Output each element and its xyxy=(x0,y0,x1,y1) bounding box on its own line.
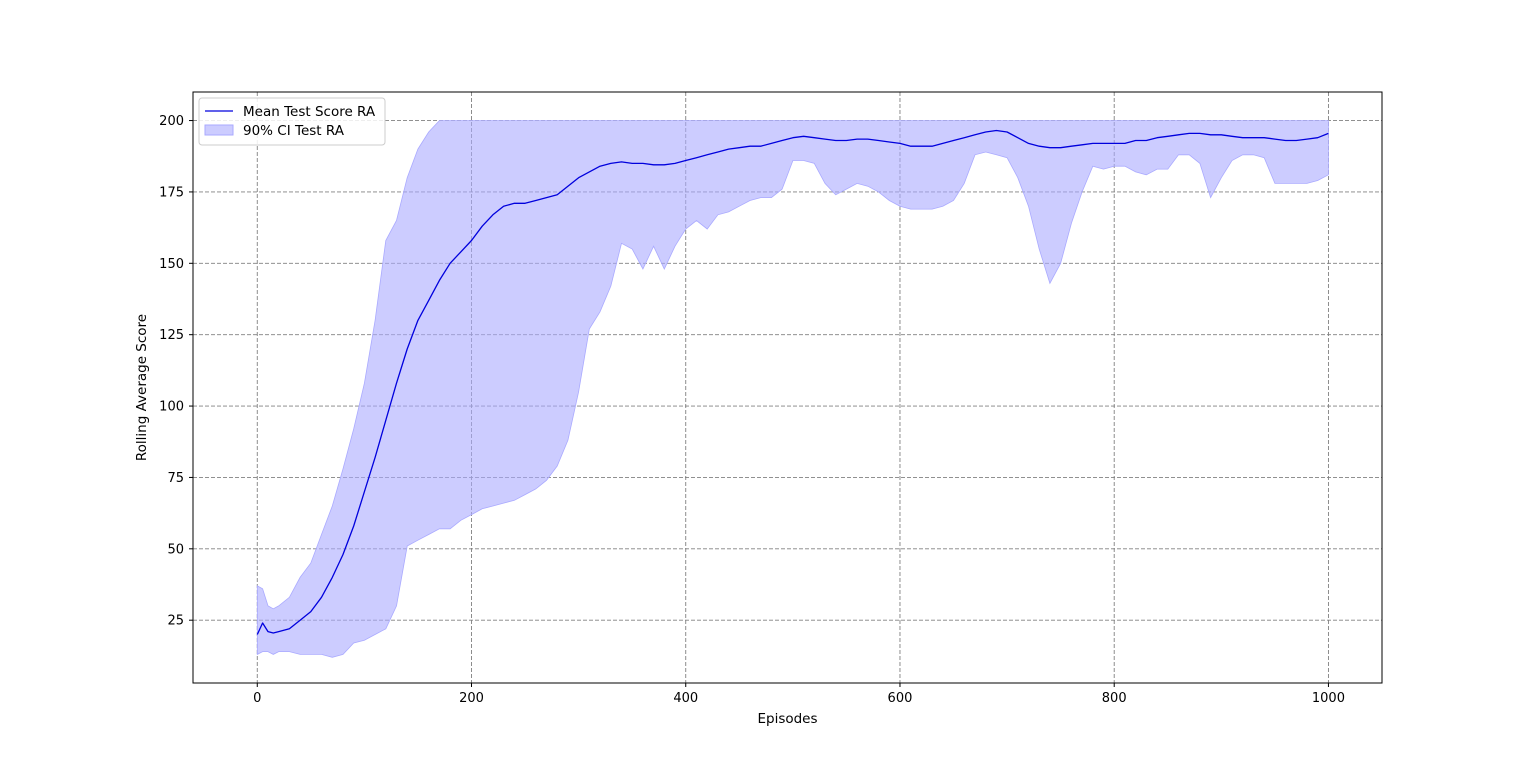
x-tick-label: 200 xyxy=(459,691,484,706)
mean-line-layer xyxy=(256,129,1329,635)
y-tick-label: 25 xyxy=(167,614,184,629)
x-tick-label: 600 xyxy=(888,691,913,706)
x-tick-label: 800 xyxy=(1102,691,1127,706)
y-tick-label: 125 xyxy=(159,328,184,343)
x-axis-title: Episodes xyxy=(757,711,817,727)
x-tick-label: 400 xyxy=(673,691,698,706)
y-tick-label: 50 xyxy=(167,542,184,557)
y-tick-label: 75 xyxy=(167,471,184,486)
ci-band xyxy=(256,120,1329,658)
y-tick-label: 150 xyxy=(159,257,184,272)
x-tick-label: 1000 xyxy=(1312,691,1345,706)
x-axis-ticks: 0 200 400 600 800 1000 xyxy=(253,683,1345,706)
legend-label-ci: 90% CI Test RA xyxy=(243,123,345,139)
x-tick-label: 0 xyxy=(253,691,261,706)
legend-band-swatch xyxy=(204,124,234,136)
y-tick-label: 200 xyxy=(159,114,184,129)
plot-area-frame xyxy=(192,91,1383,684)
y-tick-label: 175 xyxy=(159,185,184,200)
mean-score-line xyxy=(256,129,1329,635)
legend-label-mean: Mean Test Score RA xyxy=(243,104,376,120)
legend-box xyxy=(198,97,386,146)
legend: Mean Test Score RA 90% CI Test RA xyxy=(198,97,386,146)
y-tick-label: 100 xyxy=(159,400,184,415)
ci-band-layer xyxy=(256,120,1329,658)
y-axis-ticks: 25 50 75 100 125 150 175 200 xyxy=(159,114,193,629)
y-axis-title: Rolling Average Score xyxy=(134,314,150,461)
